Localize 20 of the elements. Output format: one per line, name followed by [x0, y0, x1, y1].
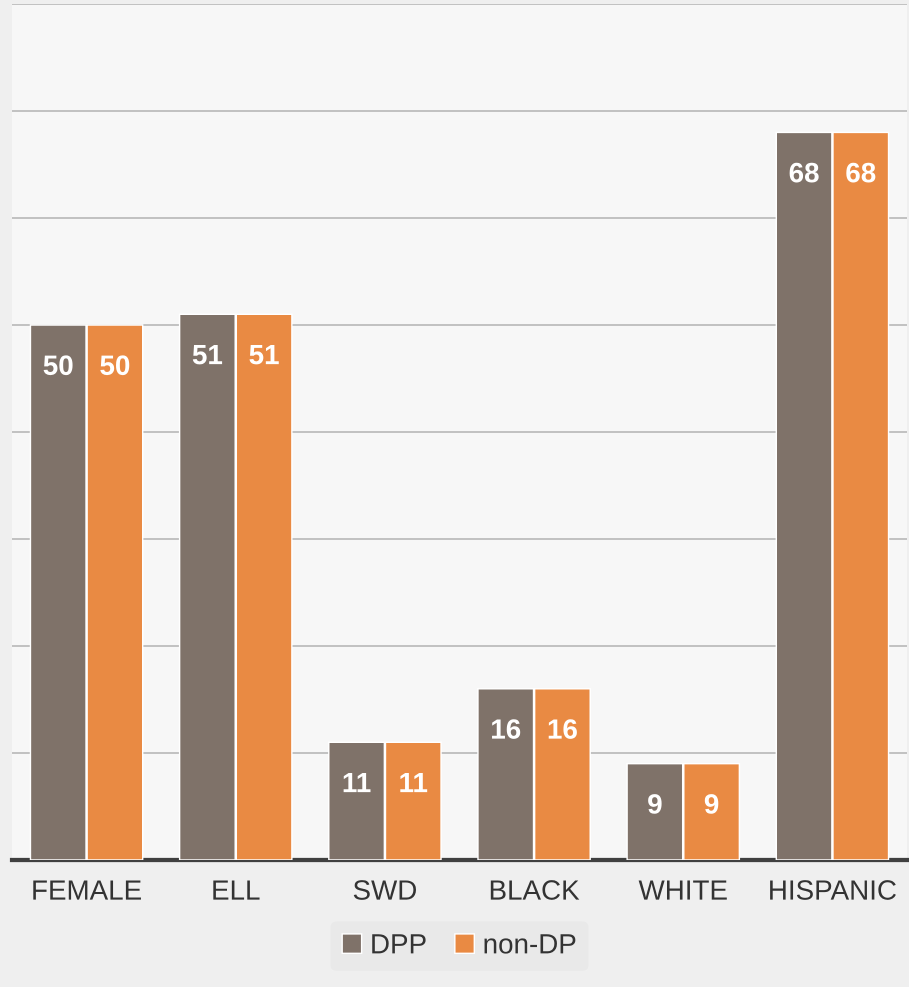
data-label: 9: [704, 794, 718, 814]
data-label: 68: [790, 162, 819, 182]
x-tick-label: WHITE: [638, 880, 727, 900]
data-label: 50: [44, 355, 73, 376]
data-label: 68: [846, 162, 876, 182]
data-label: 51: [250, 344, 279, 364]
legend-label: DPP: [372, 934, 426, 954]
data-label: 11: [344, 772, 370, 792]
data-label: 16: [548, 719, 577, 739]
data-label: 16: [492, 719, 520, 739]
data-label: 9: [648, 794, 662, 814]
x-tick-label: BLACK: [490, 880, 580, 900]
x-tick-label: HISPANIC: [770, 880, 896, 900]
data-label: 11: [400, 772, 428, 792]
data-label: 51: [192, 344, 222, 364]
x-tick-label: SWD: [354, 880, 416, 900]
x-tick-label: ELL: [213, 880, 260, 900]
legend-label: non-DP: [484, 934, 576, 954]
data-label: 50: [100, 355, 130, 376]
x-tick-label: FEMALE: [33, 880, 141, 900]
